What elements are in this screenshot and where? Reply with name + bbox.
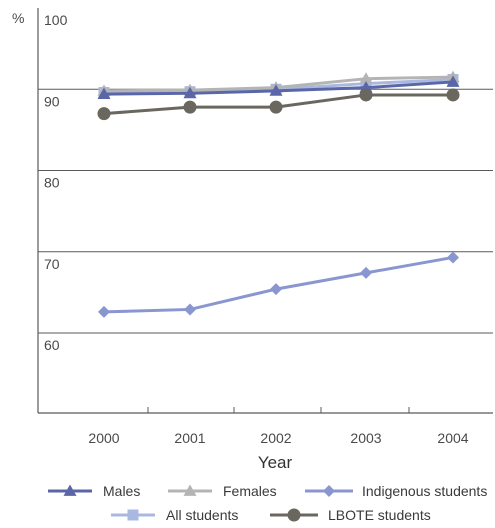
x-tick-label-2000: 2000	[88, 430, 119, 446]
legend-marker-indigenous-students	[323, 485, 335, 497]
series-line-indigenous-students	[103, 255, 454, 314]
x-tick-labels: 2000 2001 2002 2003 2004	[88, 430, 468, 446]
x-tick-label-2003: 2003	[350, 430, 381, 446]
data-point-indigenous-students-2002	[270, 283, 282, 296]
axes	[37, 8, 493, 414]
legend-label-all-students: All students	[166, 507, 238, 523]
data-point-females-2003	[359, 72, 373, 84]
x-tick-label-2002: 2002	[260, 430, 291, 446]
legend-marker-males	[63, 484, 77, 496]
legend-label-males: Males	[103, 483, 140, 499]
series-lbote-students	[97, 88, 460, 121]
legend-label-females: Females	[223, 483, 277, 499]
data-point-males-2002	[269, 84, 283, 96]
data-point-lbote-students-2003	[359, 88, 373, 102]
data-point-males-2001	[183, 86, 197, 99]
legend-marker-lbote-students	[287, 508, 301, 522]
y-tick-label-100: 100	[44, 12, 68, 28]
data-point-lbote-students-2002	[269, 100, 283, 114]
data-point-lbote-students-2000	[97, 107, 111, 121]
legend-item-indigenous-students: Indigenous students	[305, 483, 487, 499]
y-tick-labels: 100 90 80 70 60	[44, 12, 68, 353]
legend-item-females: Females	[168, 483, 277, 499]
data-series	[97, 70, 460, 318]
data-point-males-2004	[446, 75, 460, 87]
x-axis-title: Year	[258, 453, 293, 472]
data-point-lbote-students-2001	[183, 100, 197, 114]
x-tick-label-2001: 2001	[174, 430, 205, 446]
data-point-indigenous-students-2004	[447, 251, 459, 264]
legend-item-males: Males	[48, 483, 140, 499]
x-tick-label-2004: 2004	[437, 430, 468, 446]
y-tick-label-70: 70	[44, 256, 60, 272]
series-indigenous-students	[98, 251, 459, 318]
legend-marker-all-students	[127, 509, 139, 521]
y-tick-label-80: 80	[44, 175, 60, 191]
data-point-males-2000	[97, 87, 111, 99]
data-point-indigenous-students-2003	[360, 266, 372, 279]
legend-label-lbote-students: LBOTE students	[328, 507, 431, 523]
grid-lines	[38, 88, 493, 334]
legend-marker-females	[183, 484, 197, 496]
y-tick-label-60: 60	[44, 337, 60, 353]
y-tick-label-90: 90	[44, 93, 60, 109]
y-unit-label: %	[12, 10, 24, 26]
legend-label-indigenous-students: Indigenous students	[362, 483, 487, 499]
data-point-indigenous-students-2001	[184, 303, 196, 316]
legend-item-lbote-students: LBOTE students	[270, 507, 431, 523]
legend-item-all-students: All students	[111, 507, 238, 523]
data-point-indigenous-students-2000	[98, 305, 110, 318]
data-point-lbote-students-2004	[446, 88, 460, 102]
legend: Males Females Indigenous students All stude…	[48, 483, 487, 523]
